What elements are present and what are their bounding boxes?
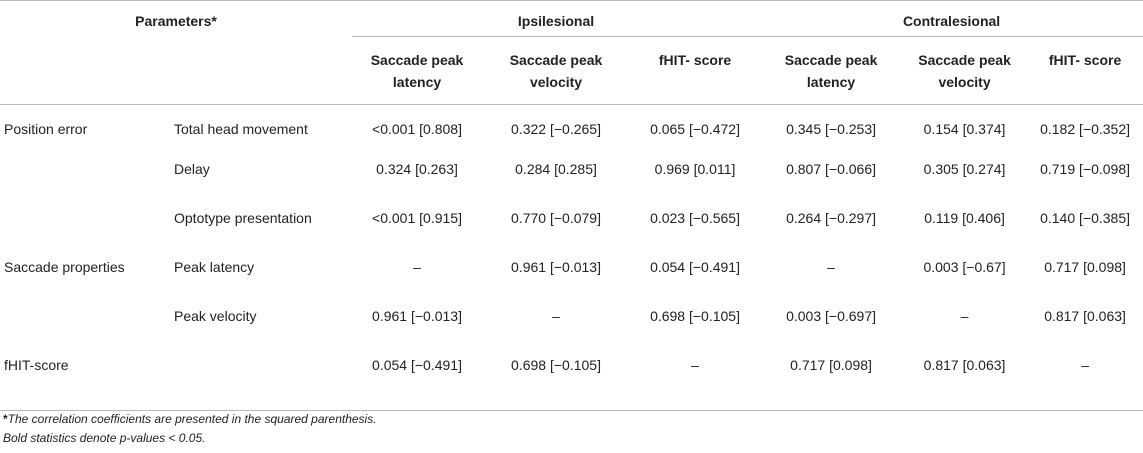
column-header: fHIT- score bbox=[1027, 36, 1143, 105]
row-parameter: Peak latency bbox=[174, 258, 255, 275]
table-cell: 0.264 [−0.297] bbox=[786, 209, 876, 226]
table-cell: 0.154 [0.374] bbox=[923, 121, 1006, 137]
table-cell: – bbox=[827, 258, 835, 275]
blank-header bbox=[166, 36, 353, 105]
column-header: Saccade peak velocity bbox=[482, 36, 631, 105]
table-cell: – bbox=[960, 307, 969, 324]
table-cell: 0.003 [−0.67] bbox=[923, 258, 1006, 275]
table-cell: – bbox=[552, 307, 560, 324]
table-cell: 0.698 [−0.105] bbox=[482, 354, 631, 411]
table-cell: – bbox=[1027, 354, 1143, 411]
table-cell: 0.322 [−0.265] bbox=[511, 121, 601, 137]
row-category bbox=[0, 208, 166, 257]
blank-header bbox=[0, 36, 166, 105]
table-cell: 0.817 [0.063] bbox=[902, 354, 1028, 411]
table-cell: – bbox=[413, 258, 421, 275]
table-cell: 0.054 [−0.491] bbox=[352, 354, 483, 411]
row-category bbox=[0, 159, 166, 208]
table-cell: 0.003 [−0.697] bbox=[786, 307, 876, 324]
table-cell: 0.023 [−0.565] bbox=[650, 209, 740, 226]
column-header: fHIT- score bbox=[630, 36, 761, 105]
table-cell: 0.284 [0.285] bbox=[515, 160, 597, 177]
table-body: Position error Total head movement <0.001 … bbox=[0, 105, 1143, 411]
table-cell: 0.698 [−0.105] bbox=[650, 307, 740, 324]
correlation-table: Parameters* Ipsilesional Contralesional … bbox=[0, 0, 1143, 411]
group-header-ipsilesional: Ipsilesional bbox=[352, 0, 761, 37]
table-cell: <0.001 [0.808] bbox=[372, 121, 462, 137]
row-parameter bbox=[166, 354, 353, 411]
table-cell: 0.140 [−0.385] bbox=[1040, 209, 1131, 226]
table-cell: 0.969 [0.011] bbox=[654, 160, 736, 177]
column-header: Saccade peak velocity bbox=[902, 36, 1028, 105]
parameters-header: Parameters* bbox=[0, 0, 353, 37]
table-cell: <0.001 [0.915] bbox=[372, 209, 462, 226]
column-header: Saccade peak latency bbox=[760, 36, 903, 105]
table-row: Optotype presentation <0.001 [0.915] 0.770… bbox=[0, 208, 1143, 257]
row-category: Position error bbox=[4, 121, 88, 137]
table-cell: 0.719 [−0.098] bbox=[1040, 160, 1131, 177]
footnote-correlation: *The correlation coefficients are presen… bbox=[3, 412, 377, 426]
group-header-contralesional: Contralesional bbox=[760, 0, 1143, 37]
table-cell: 0.182 [−0.352] bbox=[1040, 121, 1131, 137]
table-footnotes: *The correlation coefficients are presen… bbox=[3, 410, 377, 448]
table-row: Position error Total head movement <0.001 … bbox=[0, 105, 1143, 159]
table-cell: 0.305 [0.274] bbox=[923, 160, 1006, 177]
table-row: Peak velocity 0.961 [−0.013] – 0.698 [−0.10… bbox=[0, 306, 1143, 355]
footnote-star: * bbox=[3, 412, 8, 426]
table-cell: 0.324 [0.263] bbox=[376, 160, 458, 177]
table-cell: 0.817 [0.063] bbox=[1044, 307, 1126, 324]
table-cell: 0.065 [−0.472] bbox=[650, 121, 740, 137]
header-row-measures: Saccade peak latency Saccade peak veloci… bbox=[0, 36, 1143, 105]
header-row-groups: Parameters* Ipsilesional Contralesional bbox=[0, 0, 1143, 37]
table-cell: 0.717 [0.098] bbox=[760, 354, 903, 411]
table-cell: 0.119 [0.406] bbox=[924, 209, 1005, 226]
table-cell: 0.717 [0.098] bbox=[1044, 258, 1126, 275]
table-row: Delay 0.324 [0.263] 0.284 [0.285] 0.969 [0.… bbox=[0, 159, 1143, 208]
table-cell: 0.770 [−0.079] bbox=[511, 209, 601, 226]
table-cell: – bbox=[630, 354, 761, 411]
table-cell: 0.345 [−0.253] bbox=[786, 121, 876, 137]
row-category bbox=[0, 306, 166, 355]
table-row: Saccade properties Peak latency – 0.961 [−0… bbox=[0, 257, 1143, 306]
column-header: Saccade peak latency bbox=[352, 36, 483, 105]
row-category: Saccade properties bbox=[4, 258, 125, 275]
row-parameter: Delay bbox=[174, 160, 210, 177]
table-cell: 0.807 [−0.066] bbox=[786, 160, 876, 177]
footnote-bold: Bold statistics denote p-values < 0.05. bbox=[3, 431, 206, 445]
table-row: fHIT-score 0.054 [−0.491] 0.698 [−0.105] –0… bbox=[0, 354, 1143, 411]
table-cell: 0.961 [−0.013] bbox=[372, 307, 462, 324]
table-cell: 0.054 [−0.491] bbox=[650, 258, 740, 275]
row-parameter: Total head movement bbox=[174, 121, 308, 137]
row-parameter: Optotype presentation bbox=[174, 209, 312, 226]
row-parameter: Peak velocity bbox=[174, 307, 257, 324]
table-cell: 0.961 [−0.013] bbox=[511, 258, 601, 275]
row-category: fHIT-score bbox=[0, 354, 166, 411]
